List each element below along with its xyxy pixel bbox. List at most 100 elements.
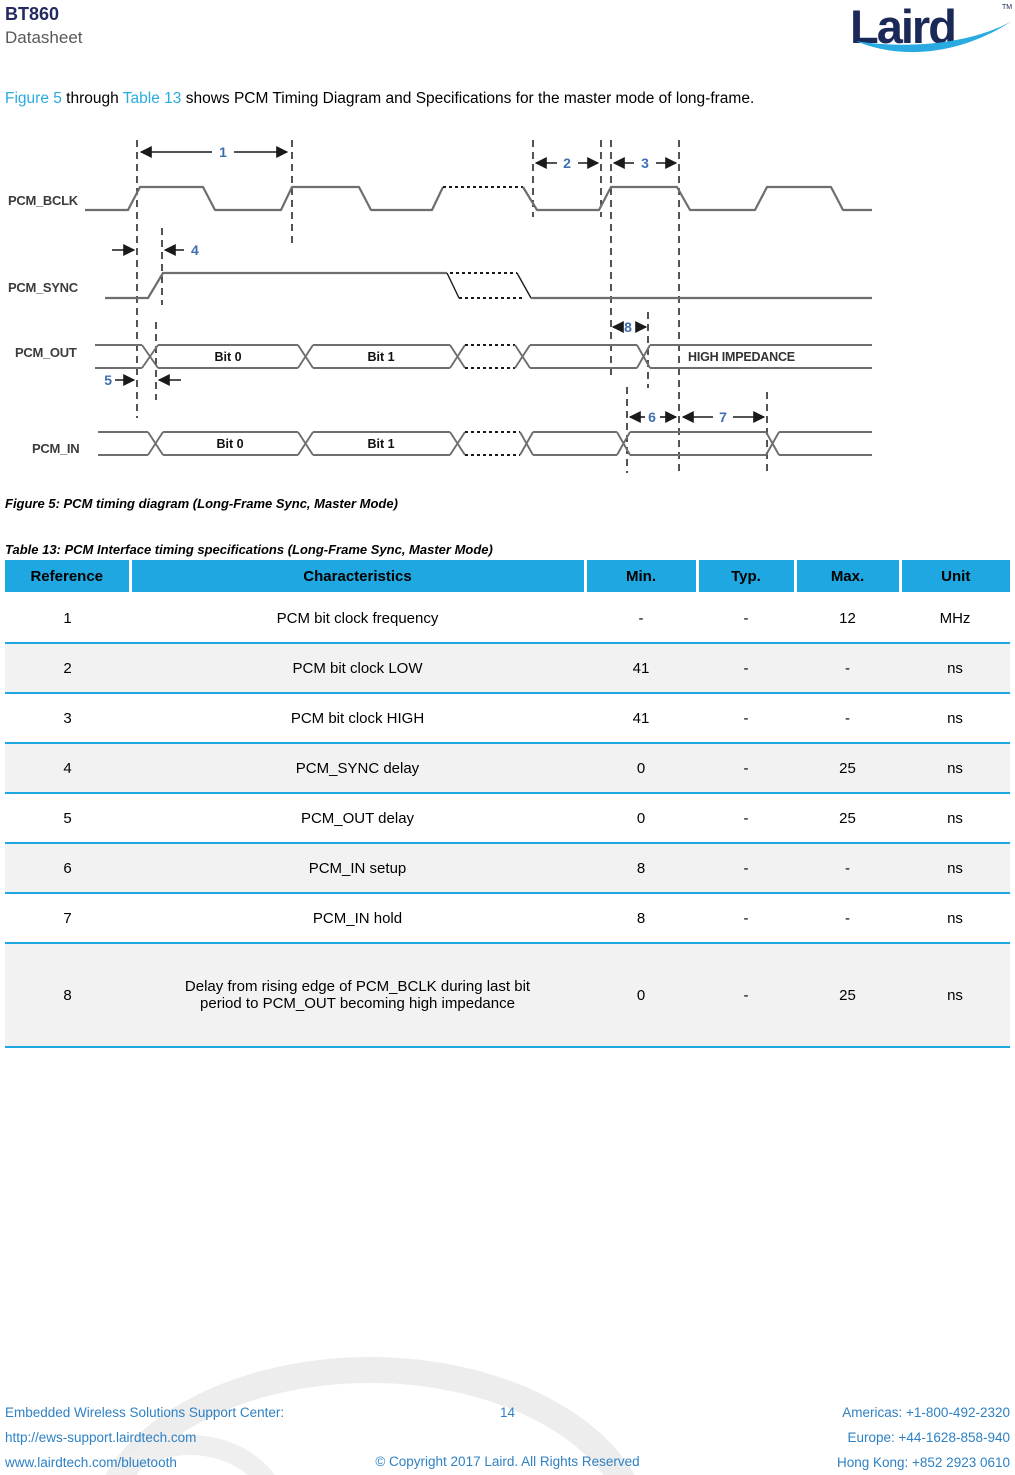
table-cell: - xyxy=(743,659,749,677)
table-cell: PCM_IN setup xyxy=(308,859,407,877)
annotation-6: 6 xyxy=(648,409,656,425)
table-cell: PCM bit clock LOW xyxy=(292,659,423,677)
table-cell: ns xyxy=(947,759,963,777)
table-cell: - xyxy=(845,859,850,877)
table-cell: 8 xyxy=(636,909,646,927)
col-header-unit: Unit xyxy=(898,560,1010,594)
table-cell: 7 xyxy=(63,909,72,927)
figure-caption: Figure 5: PCM timing diagram (Long-Frame… xyxy=(5,496,398,511)
footer-support-url[interactable]: http://ews-support.lairdtech.com xyxy=(5,1430,197,1445)
table-cell: - xyxy=(845,709,850,727)
table-cell: 0 xyxy=(636,759,646,777)
annotation-4: 4 xyxy=(191,242,199,258)
pcm-out-bit1-label: Bit 1 xyxy=(367,350,394,364)
table-cell: 8 xyxy=(636,859,646,877)
timing-annotations: 1 2 3 4 5 8 6 7 xyxy=(104,144,766,425)
annotation-8: 8 xyxy=(624,319,632,335)
pcm-out-bus: Bit 0 Bit 1 HIGH IMPEDANCE xyxy=(95,344,872,369)
table-row: 8 Delay from rising edge of PCM_BCLK dur… xyxy=(5,943,1010,1047)
footer-right: Americas: +1-800-492-2320 Europe: +44-16… xyxy=(837,1400,1010,1475)
footer-phone-hongkong: Hong Kong: +852 2923 0610 xyxy=(836,1455,1010,1470)
table-cell: - xyxy=(845,909,850,927)
table-row: 5 PCM_OUT delay 0 - 25 ns xyxy=(5,793,1010,843)
table-cell: 0 xyxy=(636,986,646,1004)
signal-label-pcm-in: PCM_IN xyxy=(32,441,79,456)
laird-logo-tm: TM xyxy=(1002,4,1012,11)
doc-type-label: Datasheet xyxy=(5,28,83,47)
annotation-3: 3 xyxy=(641,155,649,171)
pcm-in-bit1-label: Bit 1 xyxy=(367,437,394,451)
pcm-sync-waveform xyxy=(105,271,872,300)
table-cell: 25 xyxy=(839,809,856,827)
table-cell: PCM bit clock HIGH xyxy=(290,709,425,727)
table-cell: ns xyxy=(947,986,963,1004)
annotation-7: 7 xyxy=(719,409,727,425)
table-cell: 41 xyxy=(632,659,650,677)
table-cell: - xyxy=(743,709,749,727)
table-row: 3 PCM bit clock HIGH 41 - - ns xyxy=(5,693,1010,743)
intro-text-through: through xyxy=(61,90,123,107)
footer-center: 14 © Copyright 2017 Laird. All Rights Re… xyxy=(0,1400,1015,1474)
intro-text-rest: shows PCM Timing Diagram and Specificati… xyxy=(181,90,755,107)
table-cell: Delay from rising edge of PCM_BCLK durin… xyxy=(184,978,531,1012)
table-cell: 5 xyxy=(63,809,72,827)
table-cell: - xyxy=(743,909,749,927)
table-row: 2 PCM bit clock LOW 41 - - ns xyxy=(5,643,1010,693)
signal-labels: PCM_BCLK PCM_SYNC PCM_OUT PCM_IN xyxy=(8,193,80,456)
table-cell: PCM_SYNC delay xyxy=(295,759,420,777)
signal-label-pcm-out: PCM_OUT xyxy=(15,345,77,360)
footer-left: Embedded Wireless Solutions Support Cent… xyxy=(5,1400,284,1475)
table-cell: - xyxy=(743,759,749,777)
page-number: 14 xyxy=(499,1405,516,1420)
laird-logo-swoosh-icon xyxy=(856,21,1012,53)
table-cell: 41 xyxy=(632,709,650,727)
table-cell: 6 xyxy=(63,859,72,877)
laird-logo: Laird TM xyxy=(850,0,1012,53)
col-header-characteristics: Characteristics xyxy=(128,560,585,594)
pcm-bclk-waveform xyxy=(85,185,872,212)
annotation-5: 5 xyxy=(104,372,112,388)
pcm-in-bus: Bit 0 Bit 1 xyxy=(98,431,872,456)
table-cell: PCM_OUT delay xyxy=(300,809,415,827)
col-header-max: Max. xyxy=(793,560,900,594)
pcm-out-bit0-label: Bit 0 xyxy=(214,350,241,364)
reference-dashed-lines xyxy=(136,140,768,473)
page-title: BT860 xyxy=(5,4,60,24)
table-cell: - xyxy=(638,609,644,627)
table-cell: ns xyxy=(947,859,963,877)
table-cell: 12 xyxy=(839,609,856,627)
table-cell: 8 xyxy=(63,986,72,1004)
annotation-1: 1 xyxy=(219,144,227,160)
table-caption: Table 13: PCM Interface timing specifica… xyxy=(5,542,493,557)
table-row: 6 PCM_IN setup 8 - - ns xyxy=(5,843,1010,893)
high-impedance-label: HIGH IMPEDANCE xyxy=(688,350,795,364)
table-cell: 4 xyxy=(63,759,72,777)
table-cell: - xyxy=(743,859,749,877)
footer-phone-europe: Europe: +44-1628-858-940 xyxy=(847,1430,1010,1445)
figure-5-link[interactable]: Figure 5 xyxy=(5,90,62,107)
table-cell: 25 xyxy=(839,986,856,1004)
table-cell: ns xyxy=(947,659,963,677)
table-cell: 25 xyxy=(839,759,856,777)
table-cell: ns xyxy=(947,809,963,827)
pcm-timing-diagram: PCM_BCLK PCM_SYNC PCM_OUT PCM_IN xyxy=(8,140,872,473)
table-cell: 3 xyxy=(63,709,72,727)
table-13-link[interactable]: Table 13 xyxy=(122,90,182,107)
table-row: 4 PCM_SYNC delay 0 - 25 ns xyxy=(5,743,1010,793)
col-header-min: Min. xyxy=(583,560,697,594)
pcm-spec-table: Reference Characteristics Min. Typ. Max.… xyxy=(5,560,1010,1048)
table-cell: PCM bit clock frequency xyxy=(276,609,439,627)
table-cell: - xyxy=(845,659,850,677)
table-row: 7 PCM_IN hold 8 - - ns xyxy=(5,893,1010,943)
col-header-reference: Reference xyxy=(5,560,130,594)
signal-label-pcm-sync: PCM_SYNC xyxy=(8,280,79,295)
table-header-row: Reference Characteristics Min. Typ. Max.… xyxy=(5,560,1010,594)
signal-label-pcm-bclk: PCM_BCLK xyxy=(8,193,79,208)
footer-bluetooth-url[interactable]: www.lairdtech.com/bluetooth xyxy=(5,1455,177,1470)
col-header-typ: Typ. xyxy=(695,560,795,594)
table-cell: PCM_IN hold xyxy=(312,909,403,927)
intro-sentence: Figure 5 through Table 13 shows PCM Timi… xyxy=(5,90,754,108)
table-cell: ns xyxy=(947,709,963,727)
footer-phone-americas: Americas: +1-800-492-2320 xyxy=(842,1405,1010,1420)
